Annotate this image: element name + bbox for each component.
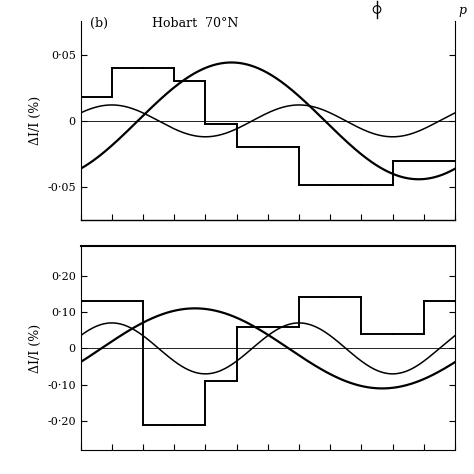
Y-axis label: ΔI/I (%): ΔI/I (%) [28,96,42,146]
Text: p: p [459,4,467,18]
Y-axis label: ΔI/I (%): ΔI/I (%) [28,324,42,373]
Text: Hobart  70°N: Hobart 70°N [152,17,238,29]
Text: (b): (b) [90,17,108,29]
